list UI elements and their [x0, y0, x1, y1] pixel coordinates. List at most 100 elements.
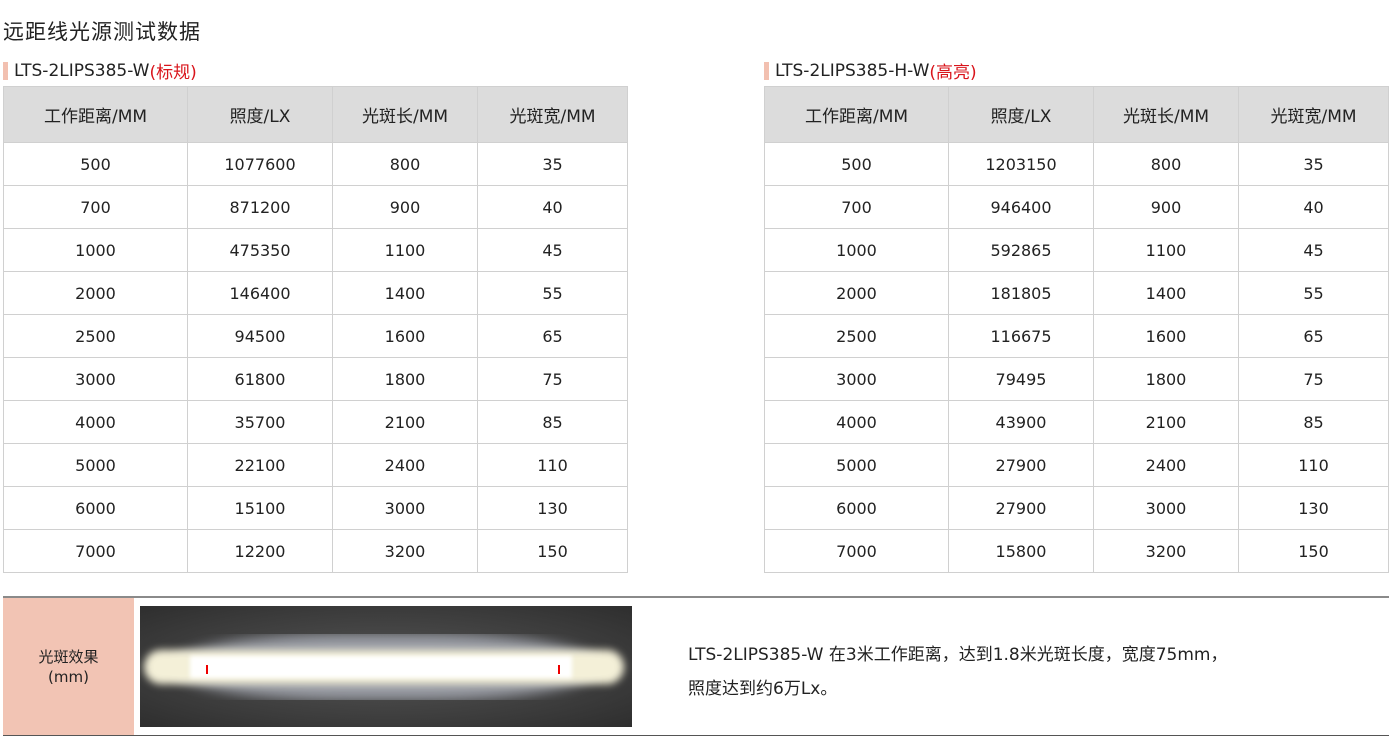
table-cell: 116675	[948, 314, 1094, 358]
table-cell: 35700	[187, 400, 333, 444]
table-row: 2500 94500 1600 65	[3, 314, 628, 358]
table-cell: 55	[477, 271, 628, 315]
table-row: 3000 79495 1800 75	[764, 357, 1389, 401]
table-row: 500 1203150 800 35	[764, 142, 1389, 186]
table-row: 1000 592865 1100 45	[764, 228, 1389, 272]
beam-photo	[140, 606, 632, 727]
divider	[3, 735, 1389, 736]
table-cell: 22100	[187, 443, 333, 487]
data-table-standard: 工作距离/MM 照度/LX 光斑长/MM 光斑宽/MM 500 1077600 800 35 7…	[3, 86, 628, 573]
table-cell: 40	[1238, 185, 1389, 229]
table-row: 500 1077600 800 35	[3, 142, 628, 186]
marker-left	[206, 665, 208, 674]
table-cell: 61800	[187, 357, 333, 401]
table-row: 700 871200 900 40	[3, 185, 628, 229]
column-header: 照度/LX	[187, 86, 333, 143]
table-cell: 2100	[332, 400, 478, 444]
table-cell: 6000	[3, 486, 188, 530]
table-cell: 2100	[1093, 400, 1239, 444]
table-title-high: LTS-2LIPS385-H-W (高亮)	[764, 58, 977, 83]
table-cell: 12200	[187, 529, 333, 573]
header-row: 工作距离/MM 照度/LX 光斑长/MM 光斑宽/MM	[764, 86, 1389, 143]
table-cell: 1400	[332, 271, 478, 315]
table-cell: 15100	[187, 486, 333, 530]
table-cell: 3000	[764, 357, 949, 401]
table-cell: 2500	[3, 314, 188, 358]
table-cell: 2000	[764, 271, 949, 315]
table-cell: 1400	[1093, 271, 1239, 315]
table-cell: 1600	[1093, 314, 1239, 358]
table-row: 7000 12200 3200 150	[3, 529, 628, 573]
divider	[3, 596, 1389, 598]
model-tag: (高亮)	[929, 63, 977, 83]
table-cell: 110	[477, 443, 628, 487]
table-row: 2500 116675 1600 65	[764, 314, 1389, 358]
table-row: 6000 27900 3000 130	[764, 486, 1389, 530]
table-cell: 3000	[332, 486, 478, 530]
accent-bar	[764, 61, 769, 80]
marker-right	[558, 665, 560, 674]
model-name: LTS-2LIPS385-H-W	[775, 60, 930, 81]
effect-label-text: 光斑效果	[38, 648, 99, 666]
table-row: 2000 146400 1400 55	[3, 271, 628, 315]
table-cell: 35	[477, 142, 628, 186]
table-cell: 1000	[3, 228, 188, 272]
table-cell: 150	[477, 529, 628, 573]
table-cell: 6000	[764, 486, 949, 530]
column-header: 光斑长/MM	[1093, 86, 1239, 143]
table-cell: 475350	[187, 228, 333, 272]
table-cell: 500	[3, 142, 188, 186]
table-cell: 55	[1238, 271, 1389, 315]
table-row: 4000 43900 2100 85	[764, 400, 1389, 444]
column-header: 光斑长/MM	[332, 86, 478, 143]
effect-unit: (mm)	[48, 668, 89, 686]
table-row: 5000 22100 2400 110	[3, 443, 628, 487]
header-row: 工作距离/MM 照度/LX 光斑长/MM 光斑宽/MM	[3, 86, 628, 143]
desc-line: 照度达到约6万Lx。	[688, 679, 838, 699]
table-cell: 4000	[3, 400, 188, 444]
table-cell: 7000	[764, 529, 949, 573]
column-header: 光斑宽/MM	[477, 86, 628, 143]
table-cell: 65	[477, 314, 628, 358]
table-cell: 800	[332, 142, 478, 186]
table-cell: 35	[1238, 142, 1389, 186]
table-cell: 79495	[948, 357, 1094, 401]
data-table-high: 工作距离/MM 照度/LX 光斑长/MM 光斑宽/MM 500 1203150 800 35 7…	[764, 86, 1389, 573]
table-cell: 871200	[187, 185, 333, 229]
table-cell: 85	[1238, 400, 1389, 444]
table-row: 4000 35700 2100 85	[3, 400, 628, 444]
table-cell: 181805	[948, 271, 1094, 315]
table-cell: 75	[477, 357, 628, 401]
table-cell: 500	[764, 142, 949, 186]
table-cell: 1100	[1093, 228, 1239, 272]
table-cell: 27900	[948, 486, 1094, 530]
table-cell: 75	[1238, 357, 1389, 401]
table-row: 700 946400 900 40	[764, 185, 1389, 229]
table-cell: 3200	[1093, 529, 1239, 573]
table-cell: 1600	[332, 314, 478, 358]
table-cell: 146400	[187, 271, 333, 315]
desc-line: LTS-2LIPS385-W 在3米工作距离，达到1.8米光斑长度，宽度75mm…	[688, 645, 1228, 665]
table-cell: 700	[3, 185, 188, 229]
table-cell: 1800	[332, 357, 478, 401]
table-cell: 2000	[3, 271, 188, 315]
table-cell: 7000	[3, 529, 188, 573]
table-cell: 5000	[764, 443, 949, 487]
table-row: 2000 181805 1400 55	[764, 271, 1389, 315]
table-cell: 900	[1093, 185, 1239, 229]
table-cell: 1100	[332, 228, 478, 272]
table-row: 3000 61800 1800 75	[3, 357, 628, 401]
table-cell: 15800	[948, 529, 1094, 573]
effect-description: LTS-2LIPS385-W 在3米工作距离，达到1.8米光斑长度，宽度75mm…	[688, 638, 1228, 706]
table-cell: 946400	[948, 185, 1094, 229]
table-cell: 3000	[1093, 486, 1239, 530]
table-title-standard: LTS-2LIPS385-W (标规)	[3, 58, 197, 83]
table-cell: 85	[477, 400, 628, 444]
table-cell: 45	[1238, 228, 1389, 272]
table-cell: 130	[1238, 486, 1389, 530]
table-cell: 3000	[3, 357, 188, 401]
table-cell: 800	[1093, 142, 1239, 186]
table-cell: 130	[477, 486, 628, 530]
table-cell: 150	[1238, 529, 1389, 573]
table-row: 7000 15800 3200 150	[764, 529, 1389, 573]
